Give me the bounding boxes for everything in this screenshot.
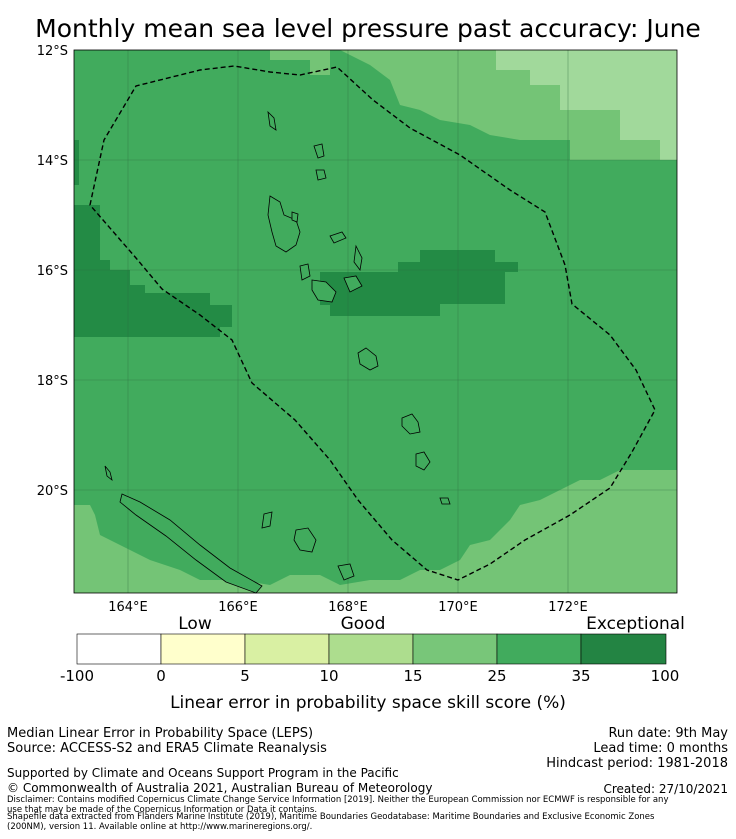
colorbar-tick: 35 — [571, 667, 591, 685]
footer-created: Created: 27/10/2021 — [603, 782, 728, 796]
colorbar-tick: 25 — [487, 667, 507, 685]
lat-label: 12°S — [37, 44, 68, 59]
footer-lead-time: Lead time: 0 months — [593, 741, 728, 756]
footer-run-date: Run date: 9th May — [608, 726, 728, 741]
coastlines — [104, 110, 451, 594]
colorbar-exceptional-label: Exceptional — [586, 614, 685, 634]
footer-copyright: © Commonwealth of Australia 2021, Austra… — [7, 781, 433, 795]
colorbar-tick: 10 — [319, 667, 339, 685]
footer-source: Source: ACCESS-S2 and ERA5 Climate Reana… — [7, 741, 327, 756]
colorbar-title: Linear error in probability space skill … — [170, 693, 566, 713]
lat-label: 14°S — [37, 154, 68, 169]
grid-lines — [74, 50, 677, 593]
lon-axis: 164°E 166°E 168°E 170°E 172°E — [108, 600, 588, 615]
footer-method: Median Linear Error in Probability Space… — [7, 726, 314, 741]
skill-field — [74, 50, 677, 593]
colorbar-low-label: Low — [178, 614, 212, 634]
lon-label: 170°E — [438, 600, 478, 615]
footer-disclaimer-2: use that may be made of the Copernicus I… — [7, 805, 318, 815]
colorbar-tick: 15 — [403, 667, 423, 685]
footer-support: Supported by Climate and Oceans Support … — [7, 766, 399, 780]
lat-axis: 12°S 14°S 16°S 18°S 20°S — [37, 44, 68, 499]
lon-label: 164°E — [108, 600, 148, 615]
colorbar-tick: 100 — [650, 667, 680, 685]
map-frame — [73, 49, 678, 594]
colorbar-tick: -100 — [59, 667, 95, 685]
colorbar-tick: 0 — [156, 667, 166, 685]
colorbar-tick: 5 — [240, 667, 250, 685]
lon-label: 166°E — [218, 600, 258, 615]
lon-label: 168°E — [328, 600, 368, 615]
footer-shapefile-1: Shapefile data extracted from Flanders M… — [7, 812, 655, 822]
lat-label: 16°S — [37, 264, 68, 279]
lat-label: 18°S — [37, 374, 68, 389]
colorbar — [76, 633, 667, 665]
map-title: Monthly mean sea level pressure past acc… — [35, 14, 701, 43]
lat-label: 20°S — [37, 484, 68, 499]
footer-shapefile-2: (200NM), version 11. Available online at… — [7, 822, 313, 832]
footer-hindcast: Hindcast period: 1981-2018 — [546, 756, 728, 771]
lon-label: 172°E — [548, 600, 588, 615]
colorbar-good-label: Good — [340, 614, 386, 634]
footer-disclaimer-1: Disclaimer: Contains modified Copernicus… — [7, 795, 669, 805]
